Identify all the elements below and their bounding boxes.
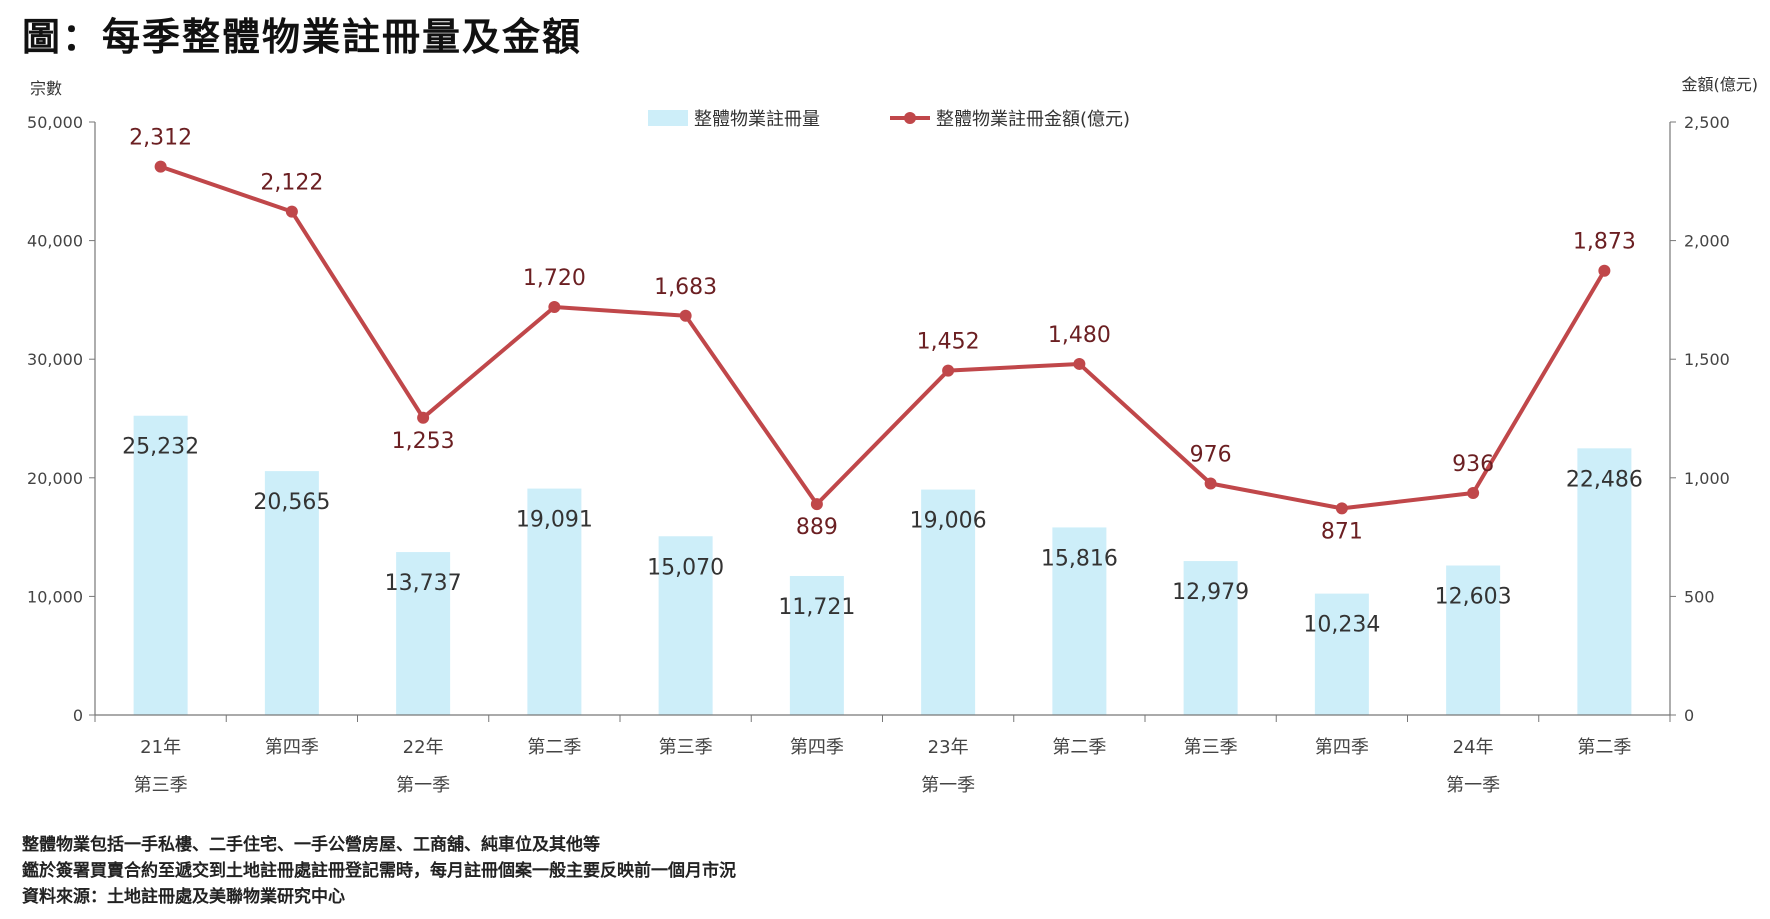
line-point — [417, 411, 430, 424]
bar — [658, 536, 713, 715]
line-point — [679, 309, 692, 322]
right-tick-label: 2,500 — [1684, 113, 1730, 132]
bar-data-label: 13,737 — [385, 571, 462, 596]
line-data-label: 1,683 — [654, 275, 717, 300]
left-tick-label: 40,000 — [27, 232, 83, 251]
bar-data-label: 19,006 — [910, 509, 987, 534]
x-tick-label: 24年 — [1453, 737, 1494, 758]
line-data-label: 889 — [796, 515, 838, 540]
right-tick-label: 1,000 — [1684, 469, 1730, 488]
bar-data-label: 11,721 — [778, 595, 855, 620]
bar — [921, 489, 976, 715]
bar — [264, 471, 319, 715]
bar-data-label: 12,979 — [1172, 580, 1249, 605]
line-data-label: 1,480 — [1048, 323, 1111, 348]
bar — [1314, 593, 1369, 715]
line-point — [154, 160, 167, 173]
bar-data-label: 15,816 — [1041, 546, 1118, 571]
x-tick-label: 第三季 — [1184, 737, 1238, 758]
left-tick-label: 10,000 — [27, 587, 83, 606]
left-axis-title: 宗數 — [30, 79, 62, 98]
right-tick-label: 500 — [1684, 587, 1715, 606]
footnotes: 整體物業包括一手私樓、二手住宅、一手公營房屋、工商舖、純車位及其他等 鑑於簽署買… — [22, 832, 736, 910]
x-tick-label: 第三季 — [659, 737, 713, 758]
line-data-label: 871 — [1321, 519, 1363, 544]
bar-line-chart: 宗數 金額(億元) 0 10,000 20,000 30,000 40,000 50,000 0… — [27, 75, 1759, 796]
bar — [1446, 565, 1501, 715]
x-tick-label: 第二季 — [1052, 737, 1106, 758]
x-tick-label: 第四季 — [790, 737, 844, 758]
line-data-label: 2,312 — [129, 126, 192, 151]
bar — [527, 488, 582, 715]
footnote-3: 資料來源：土地註冊處及美聯物業研究中心 — [22, 887, 345, 907]
x-tick-label: 22年 — [403, 737, 444, 758]
left-tick-label: 0 — [73, 706, 83, 725]
line-point — [285, 205, 298, 218]
line-data-label: 2,122 — [260, 171, 323, 196]
bar — [1052, 527, 1107, 715]
right-axis-title: 金額(億元) — [1682, 75, 1759, 94]
x-tick-label-sub: 第一季 — [921, 775, 975, 796]
line-point — [1335, 502, 1348, 515]
bar — [396, 552, 451, 715]
right-tick-label: 2,000 — [1684, 232, 1730, 251]
legend-bar-swatch — [648, 110, 688, 126]
line-data-label: 1,720 — [523, 266, 586, 291]
x-tick-label: 第四季 — [265, 737, 319, 758]
bar — [133, 415, 188, 715]
line-data-label: 976 — [1190, 442, 1232, 467]
line-point — [1467, 486, 1480, 499]
bar-data-label: 10,234 — [1303, 613, 1380, 638]
bar-data-label: 19,091 — [516, 508, 593, 533]
x-tick-label: 第二季 — [1577, 737, 1631, 758]
line-point — [1073, 357, 1086, 370]
footnote-2: 鑑於簽署買賣合約至遞交到土地註冊處註冊登記需時，每月註冊個案一般主要反映前一個月… — [22, 861, 736, 881]
x-tick-label-sub: 第一季 — [396, 775, 450, 796]
right-tick-label: 1,500 — [1684, 350, 1730, 369]
bar-data-label: 12,603 — [1435, 585, 1512, 610]
line-data-label: 1,253 — [392, 429, 455, 454]
x-tick-label-sub: 第一季 — [1446, 775, 1500, 796]
line-point — [548, 301, 561, 314]
line-data-label: 1,452 — [917, 330, 980, 355]
legend-line-marker — [904, 112, 916, 124]
left-tick-label: 20,000 — [27, 469, 83, 488]
x-tick-label: 21年 — [140, 737, 181, 758]
footnote-1: 整體物業包括一手私樓、二手住宅、一手公營房屋、工商舖、純車位及其他等 — [22, 835, 600, 855]
x-tick-label-sub: 第三季 — [134, 775, 188, 796]
bar — [1577, 448, 1632, 715]
x-tick-label: 第四季 — [1315, 737, 1369, 758]
bar-data-label: 15,070 — [647, 555, 724, 580]
x-tick-label: 第二季 — [527, 737, 581, 758]
bar — [1183, 561, 1238, 715]
line-series-path — [159, 164, 1607, 511]
legend-bar-label: 整體物業註冊量 — [694, 109, 820, 130]
line-point — [1204, 477, 1217, 490]
x-tick-label: 23年 — [928, 737, 969, 758]
left-tick-label: 30,000 — [27, 350, 83, 369]
bar — [789, 575, 844, 715]
left-tick-label: 50,000 — [27, 113, 83, 132]
bar-data-label: 22,486 — [1566, 467, 1643, 492]
bar-data-label: 25,232 — [122, 435, 199, 460]
line-point — [810, 498, 823, 511]
right-tick-label: 0 — [1684, 706, 1694, 725]
legend-line-label: 整體物業註冊金額(億元) — [936, 109, 1130, 130]
line-data-label: 1,873 — [1573, 230, 1636, 255]
bar-data-label: 20,565 — [253, 490, 330, 515]
line-point — [942, 364, 955, 377]
line-data-label: 936 — [1452, 452, 1494, 477]
line-point — [1598, 264, 1611, 277]
chart-title: 圖：每季整體物業註冊量及金額 — [22, 15, 583, 59]
